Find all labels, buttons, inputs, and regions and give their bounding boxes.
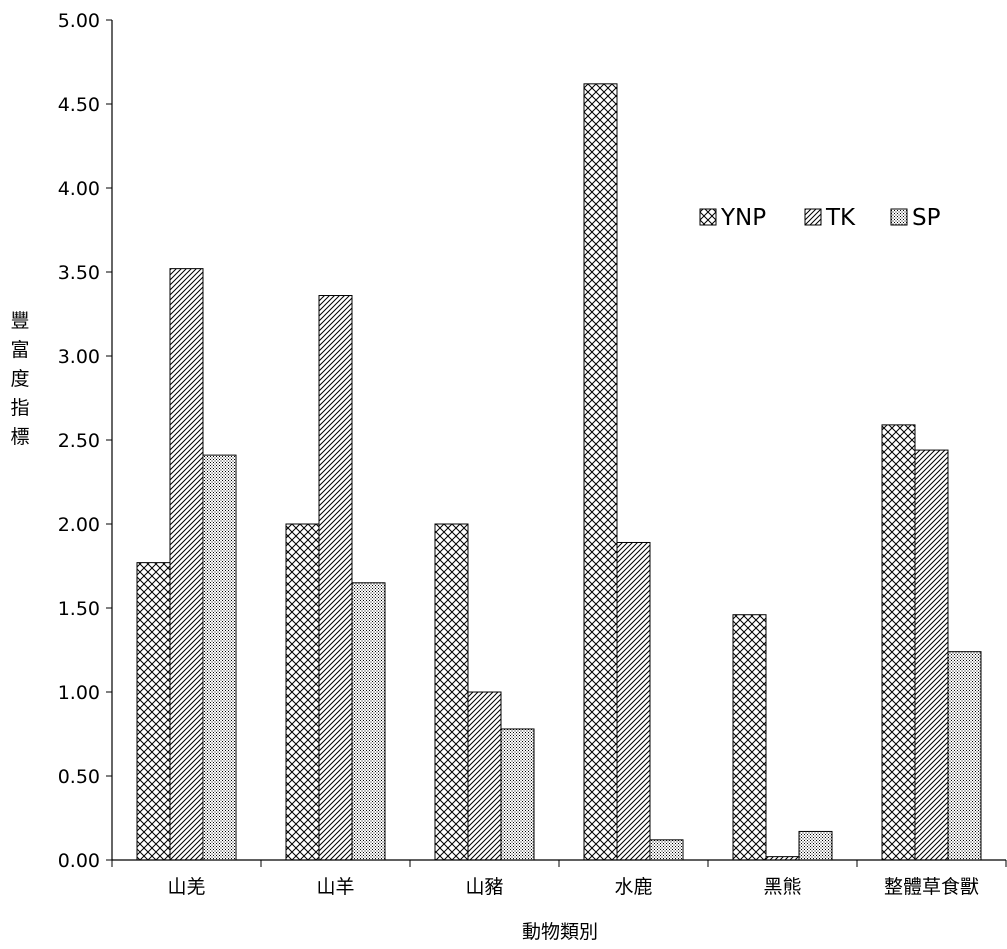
bar-SP-0 (203, 455, 236, 860)
bar-TK-2 (468, 692, 501, 860)
x-category-label: 黑熊 (763, 876, 801, 898)
bar-SP-2 (501, 729, 534, 860)
y-tick-label: 4.00 (58, 178, 100, 200)
x-category-label: 山羌 (167, 876, 205, 898)
axes-layer (112, 20, 1006, 867)
legend-label-TK: TK (825, 205, 856, 231)
x-axis-labels: 山羌 山羊 山豬 水鹿 黑熊 整體草食獸 (167, 876, 979, 898)
y-tick-label: 5.00 (58, 10, 100, 32)
bar-YNP-0 (137, 563, 170, 860)
bar-YNP-5 (882, 425, 915, 860)
x-axis-title: 動物類別 (522, 921, 598, 943)
bar-SP-1 (352, 583, 385, 860)
bar-SP-4 (799, 831, 832, 860)
y-tick-label: 4.50 (58, 94, 100, 116)
bar-SP-3 (650, 840, 683, 860)
y-tick-label: 1.00 (58, 682, 100, 704)
bars-layer (137, 84, 981, 860)
bar-TK-1 (319, 296, 352, 860)
legend-swatch-SP (891, 209, 907, 225)
y-tick-label: 3.00 (58, 346, 100, 368)
y-tick-label: 3.50 (58, 262, 100, 284)
y-tick-label: 2.00 (58, 514, 100, 536)
bar-TK-0 (170, 269, 203, 860)
bar-SP-5 (948, 652, 981, 860)
bar-YNP-3 (584, 84, 617, 860)
legend-swatch-TK (805, 209, 821, 225)
y-tick-label: 0.00 (58, 850, 100, 872)
legend-swatch-YNP (700, 209, 716, 225)
bar-YNP-4 (733, 615, 766, 860)
bar-YNP-2 (435, 524, 468, 860)
bar-YNP-1 (286, 524, 319, 860)
bar-TK-3 (617, 542, 650, 860)
legend-label-YNP: YNP (720, 205, 766, 231)
legend: YNP TK SP (700, 205, 941, 231)
x-category-label: 水鹿 (614, 876, 652, 898)
bar-TK-5 (915, 450, 948, 860)
y-axis-ticks: 0.00 0.50 1.00 1.50 2.00 2.50 3.00 3.50 4.00 4.50… (58, 10, 112, 872)
x-category-label: 整體草食獸 (884, 876, 979, 898)
y-axis-title: 豐富度指標 (10, 310, 29, 448)
legend-label-SP: SP (912, 205, 941, 231)
x-category-label: 山羊 (316, 876, 354, 898)
y-tick-label: 1.50 (58, 598, 100, 620)
x-category-label: 山豬 (465, 876, 503, 898)
y-tick-label: 2.50 (58, 430, 100, 452)
y-tick-label: 0.50 (58, 766, 100, 788)
